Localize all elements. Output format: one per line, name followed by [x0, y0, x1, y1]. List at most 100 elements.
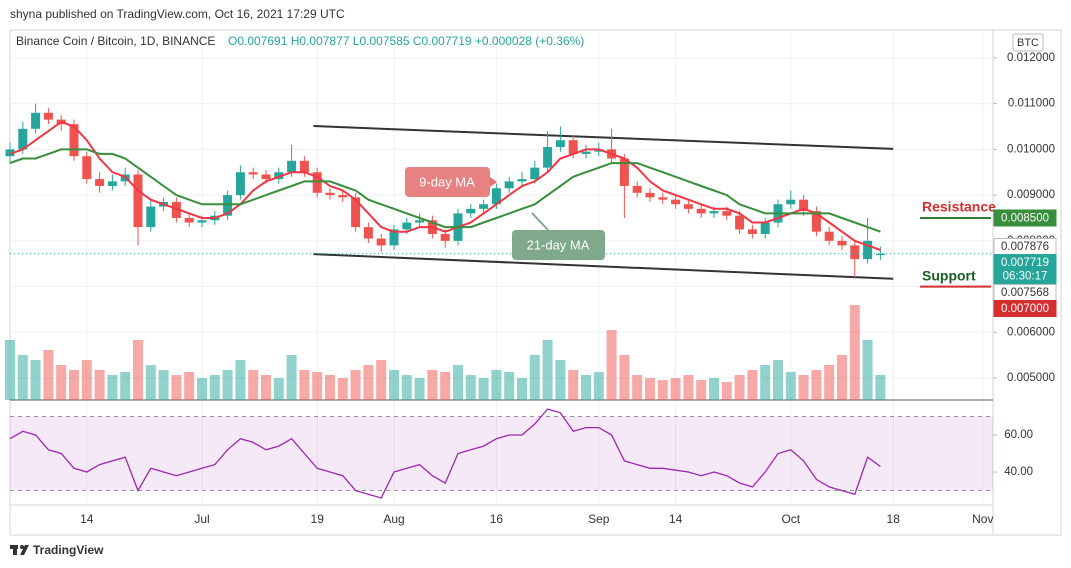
candle-body: [82, 156, 92, 180]
volume-bar: [197, 378, 207, 400]
ma9-pointer: [490, 177, 497, 187]
volume-bar: [273, 378, 284, 400]
candle-body: [709, 211, 719, 214]
price-marker-label: 0.007568: [1001, 287, 1049, 299]
ohlc: O0.007691 H0.007877 L0.007585 C0.007719 …: [228, 34, 584, 48]
candle-body: [543, 147, 553, 168]
candle-body: [376, 238, 386, 246]
x-tick-label: 16: [490, 512, 504, 526]
volume-bar: [875, 375, 886, 400]
candle-body: [95, 179, 105, 186]
volume-bar: [235, 360, 246, 400]
volume-bar: [657, 380, 668, 400]
candle-body: [440, 233, 450, 241]
logo-icon: [13, 545, 17, 555]
x-tick-label: Aug: [383, 512, 404, 526]
ma9-box: [405, 167, 490, 197]
candle-body: [18, 128, 28, 150]
rsi-tick-label: 40.00: [1004, 466, 1033, 478]
candle-body: [299, 160, 309, 173]
candle-body: [786, 199, 796, 205]
x-tick-label: Oct: [781, 512, 800, 526]
candle-body: [658, 197, 668, 200]
volume-bar: [209, 375, 220, 400]
volume-bar: [632, 375, 643, 400]
ma9-callout: 9-day MA: [405, 167, 497, 197]
currency-box[interactable]: [1012, 33, 1044, 52]
y-tick-label: 0.010000: [1007, 143, 1055, 155]
volume-bar: [337, 378, 348, 400]
candle-body: [594, 149, 604, 152]
x-tick-label: Nov: [972, 512, 993, 526]
volume-bar: [683, 375, 694, 400]
price-marker: [993, 254, 1057, 286]
logo: TradingView: [10, 543, 104, 557]
rsi-line: [9, 408, 881, 499]
volume-bar: [734, 375, 745, 400]
volume-bar: [593, 372, 604, 400]
candle-body: [31, 112, 41, 129]
volume-bar: [773, 360, 783, 400]
candle-body: [735, 215, 745, 230]
candle-body: [837, 240, 847, 246]
candle-body: [811, 211, 821, 232]
rsi-tick-label: 60.00: [1004, 429, 1033, 441]
volume-bar: [145, 365, 156, 400]
price-marker: [993, 209, 1057, 227]
candle-body: [517, 179, 527, 182]
x-tick-label: Jul: [194, 512, 209, 526]
symbol: Binance Coin / Bitcoin, 1D, BINANCE: [16, 34, 215, 48]
volume-bar: [286, 355, 297, 400]
candle-body: [184, 217, 194, 223]
volume-bar: [811, 370, 822, 400]
y-tick-label: 0.011000: [1008, 98, 1055, 110]
price-marker-label: 0.007000: [1001, 303, 1049, 315]
x-tick-label: 19: [311, 512, 325, 526]
y-tick-label: 0.009000: [1007, 189, 1055, 201]
candle-body: [363, 227, 373, 239]
moving-average: [9, 120, 881, 251]
volume-bar: [760, 365, 771, 400]
volume-bar: [5, 340, 15, 400]
volume-bar: [94, 370, 105, 400]
volume-bar: [376, 360, 387, 400]
volume-bar: [581, 375, 591, 400]
candle-body: [171, 201, 181, 218]
annotation-text: Support: [922, 267, 976, 283]
volume-bar: [56, 365, 67, 400]
candle-body: [632, 185, 642, 193]
volume-bar: [555, 360, 566, 400]
volume-bar: [606, 330, 617, 400]
currency[interactable]: BTC: [1017, 37, 1039, 49]
candle-body: [555, 140, 565, 148]
volume-bar: [69, 370, 79, 400]
volume-bar: [785, 372, 796, 400]
channel-line: [313, 125, 894, 150]
candle-body: [415, 220, 425, 223]
x-tick-label: 14: [669, 512, 683, 526]
candle-body: [389, 229, 399, 246]
candle-body: [69, 124, 79, 157]
volume-bar: [529, 355, 540, 400]
candle-body: [645, 192, 655, 198]
candle-body: [133, 174, 143, 228]
volume-bar: [350, 370, 361, 400]
y-tick-label: 0.012000: [1007, 52, 1055, 64]
volume-bar: [427, 370, 438, 400]
candle-body: [850, 245, 860, 260]
price-marker-label: 0.007719: [1001, 257, 1049, 269]
candle-body: [107, 181, 117, 186]
volume-bar: [798, 375, 809, 400]
ma21-label: 21-day MA: [527, 237, 590, 252]
logo-icon: [20, 545, 29, 555]
volume-bar: [389, 370, 399, 400]
grid-layer: 0.0050000.0060000.0070000.0080000.009000…: [10, 30, 1055, 526]
volume-bar: [721, 382, 732, 400]
volume-bar: [120, 372, 131, 400]
logo-icon: [20, 545, 24, 549]
candle-body: [261, 174, 271, 180]
x-tick-label: Sep: [588, 512, 610, 526]
candle-body: [248, 172, 258, 175]
candle-body: [619, 158, 629, 186]
volume-bar: [43, 350, 54, 400]
